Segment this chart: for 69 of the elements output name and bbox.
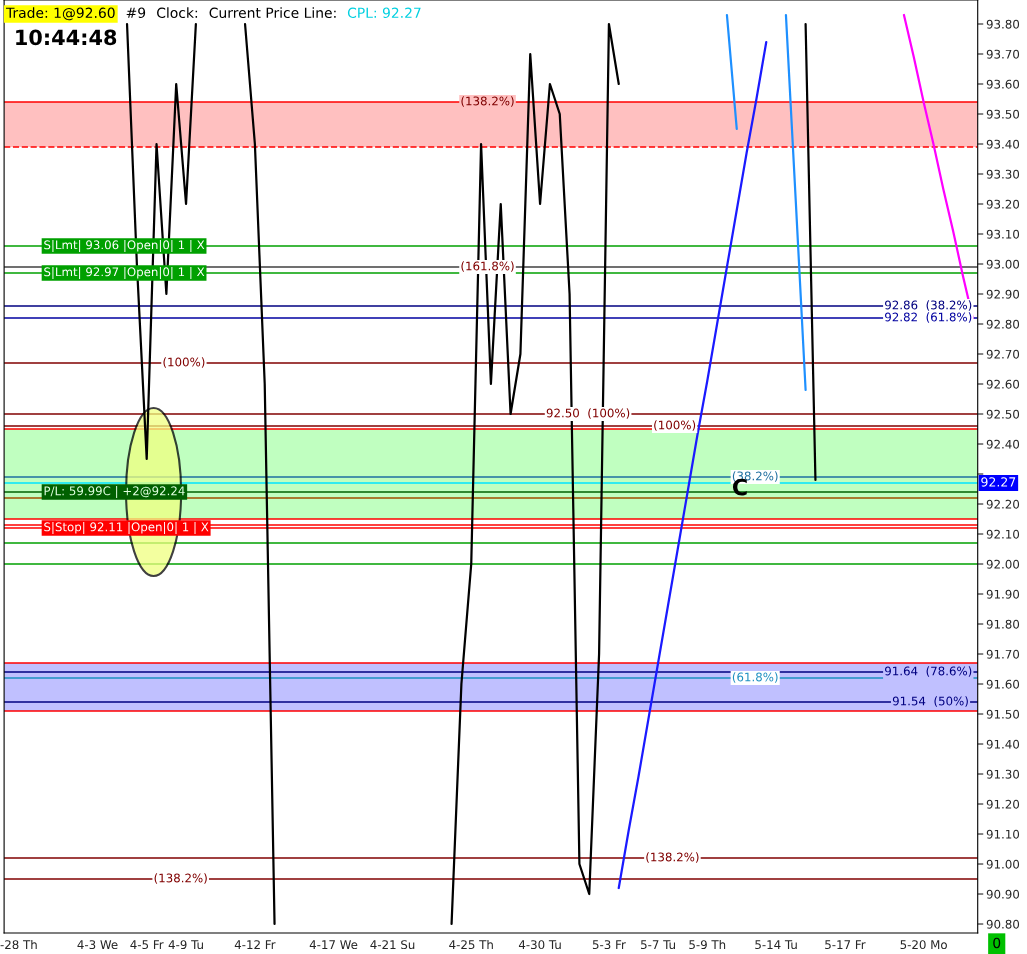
annotation: Trade: 1@92.60 <box>5 7 115 21</box>
x-tick-label: 5-14 Tu <box>755 940 797 950</box>
annotation: (138.2%) <box>646 852 699 863</box>
x-tick-label: 4-3 We <box>77 940 118 950</box>
x-tick-label: 4-25 Th <box>449 939 493 950</box>
y-tick-label: 92.90 <box>986 289 1020 299</box>
y-tick-label: 93.30 <box>986 169 1020 179</box>
y-tick-label: 93.20 <box>986 199 1020 209</box>
y-tick-label: 91.60 <box>986 679 1020 689</box>
annotation: (138.2%) <box>461 96 514 107</box>
y-tick-label: 93.80 <box>986 19 1020 29</box>
y-tick-label: 93.50 <box>986 109 1020 119</box>
y-tick-label: 93.00 <box>986 259 1020 269</box>
y-tick-label: 92.00 <box>986 559 1020 569</box>
y-tick-label: 90.80 <box>986 919 1020 929</box>
annotation: (100%) <box>163 357 205 368</box>
x-tick-label: 5-3 Fr <box>592 940 626 950</box>
y-tick-label: 91.80 <box>986 619 1020 629</box>
x-tick-label: 4-12 Fr <box>234 940 276 949</box>
y-tick-label: 92.70 <box>986 349 1020 359</box>
y-tick-label: 92.20 <box>986 499 1020 509</box>
y-tick-label: 92.40 <box>986 439 1020 449</box>
annotation: (100%) <box>654 420 696 431</box>
annotation: P/L: 59.99C | +2@92.24 <box>44 486 185 498</box>
annotation: #9 <box>126 7 146 19</box>
y-tick-label: 91.10 <box>986 829 1020 839</box>
x-tick-label: 4-21 Su <box>370 940 415 950</box>
annotation: 92.86 (38.2%) <box>885 300 972 311</box>
y-tick-label: 90.90 <box>986 889 1020 899</box>
x-tick-label: 5-17 Fr <box>825 940 866 950</box>
x-tick-label: 4-17 We <box>309 940 358 950</box>
annotation: (61.8%) <box>732 672 778 683</box>
annotation: Current Price Line: <box>209 7 336 19</box>
y-tick-label: 91.30 <box>986 769 1020 779</box>
y-tick-label: 92.60 <box>986 379 1020 389</box>
annotation: S|Stop| 92.11 |Open|0| 1 | X <box>44 522 209 534</box>
x-tick-label: 5-20 Mo <box>900 940 947 950</box>
annotation: 92.82 (61.8%) <box>885 312 972 323</box>
y-tick-label: 93.70 <box>986 49 1020 59</box>
x-tick-label: 4-30 Tu <box>518 940 561 950</box>
annotation: CPL: 92.27 <box>347 7 421 19</box>
annotation: S|Lmt| 93.06 |Open|0| 1 | X <box>44 240 205 252</box>
y-tick-label: 93.60 <box>986 79 1020 89</box>
annotation: (138.2%) <box>154 873 207 884</box>
annotation: 91.54 (50%) <box>892 696 968 707</box>
annotation: 10:44:48 <box>16 29 117 46</box>
y-tick-label: 91.70 <box>986 649 1020 659</box>
x-tick-label: 4-5 Fr <box>130 940 164 950</box>
annotation: S|Lmt| 92.97 |Open|0| 1 | X <box>44 267 205 279</box>
y-tick-label: 91.20 <box>986 799 1020 809</box>
annotation: Clock: <box>157 7 198 19</box>
y-tick-label: 91.00 <box>986 859 1020 869</box>
y-tick-label: 93.10 <box>986 229 1020 239</box>
ref-line-label: 92.27 <box>981 477 1016 487</box>
x-tick-label: 5-9 Th <box>689 939 726 950</box>
annotation: (161.8%) <box>461 261 514 272</box>
y-tick-label: 91.90 <box>986 589 1020 599</box>
annotation: 92.50 (100%) <box>546 408 630 419</box>
y-tick-label: 92.50 <box>986 409 1020 419</box>
x-tick-label: 4-9 Tu <box>168 940 203 950</box>
text: 0 <box>993 937 1001 949</box>
y-tick-label: 92.10 <box>986 529 1020 539</box>
x-tick-label: 5-7 Tu <box>641 940 675 950</box>
y-tick-label: 93.40 <box>986 139 1020 149</box>
annotation: 91.64 (78.6%) <box>885 666 972 677</box>
y-tick-label: 92.80 <box>986 319 1020 329</box>
x-tick-label: -28 Th <box>0 939 37 950</box>
y-tick-label: 91.50 <box>986 709 1020 719</box>
y-tick-label: 91.40 <box>986 739 1020 749</box>
